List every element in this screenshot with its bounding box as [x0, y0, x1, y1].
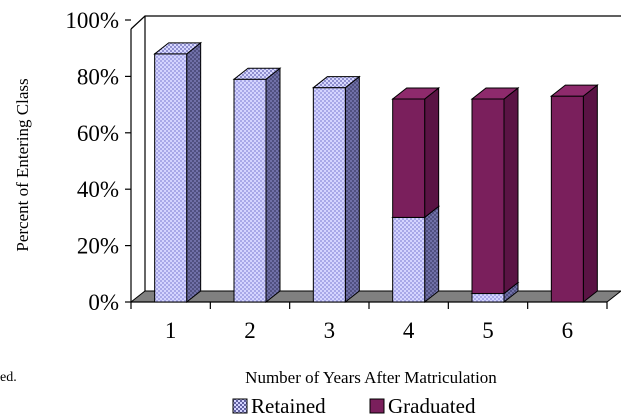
bar-graduated-5 [470, 86, 520, 295]
bar-side-face [424, 86, 440, 219]
bar-front-face [312, 87, 346, 303]
x-tick-label: 1 [165, 318, 177, 343]
legend-item-retained: Retained [232, 394, 326, 417]
x-tick-label: 5 [482, 318, 494, 343]
legend-item-graduated: Graduated [369, 394, 476, 417]
bar-top-face [153, 42, 203, 55]
legend: Retained Graduated [232, 394, 476, 417]
y-axis-ticks: 0% 20% 40% 60% 80% 100% [65, 8, 131, 315]
bar-side-face [265, 67, 281, 304]
x-tick-label: 4 [403, 318, 415, 343]
back-wall [130, 15, 621, 30]
bar-retained-4 [391, 205, 441, 304]
bar-side-face [582, 84, 598, 304]
x-axis-ticks: 1 2 3 4 5 6 [130, 302, 608, 343]
y-tick-label: 0% [88, 290, 119, 315]
floor [129, 290, 621, 303]
y-axis-title: Percent of Entering Class [13, 78, 32, 251]
bar-side-face [344, 75, 360, 304]
bar-front-face [392, 98, 426, 218]
x-tick-label: 6 [562, 318, 574, 343]
bar-graduated-6 [549, 84, 599, 304]
plot-frame [129, 15, 621, 303]
bars [153, 41, 599, 304]
bar-front-face [471, 98, 505, 295]
legend-label-graduated: Graduated [388, 394, 476, 417]
bar-top-face [311, 76, 361, 89]
bar-side-face [424, 205, 440, 304]
bar-front-face [471, 293, 505, 303]
bar-top-face [549, 84, 599, 97]
bar-front-face [392, 216, 426, 303]
y-tick-label: 20% [77, 234, 119, 259]
bar-side-face [186, 41, 202, 304]
legend-swatch-retained [232, 398, 248, 414]
bar-side-face [503, 86, 519, 295]
x-tick-label: 2 [244, 318, 256, 343]
bar-retained-3 [311, 75, 361, 304]
legend-swatch-graduated [369, 398, 385, 414]
bar-front-face [550, 95, 584, 303]
x-tick-label: 3 [324, 318, 336, 343]
y-tick-label: 100% [65, 8, 119, 33]
y-tick-label: 80% [77, 64, 119, 89]
bar-top-face [391, 87, 441, 100]
clipped-footnote-text: ed. [0, 370, 17, 385]
legend-label-retained: Retained [251, 394, 326, 417]
bar-front-face [233, 78, 267, 303]
bar-graduated-4 [391, 86, 441, 219]
bar-top-face [232, 67, 282, 80]
y-tick-label: 60% [77, 121, 119, 146]
bar-top-face [470, 87, 520, 100]
bar-retained-2 [232, 67, 282, 304]
bar-front-face [154, 53, 188, 303]
bar-retained-1 [153, 41, 203, 304]
y-tick-label: 40% [77, 177, 119, 202]
x-axis-title: Number of Years After Matriculation [245, 368, 497, 387]
